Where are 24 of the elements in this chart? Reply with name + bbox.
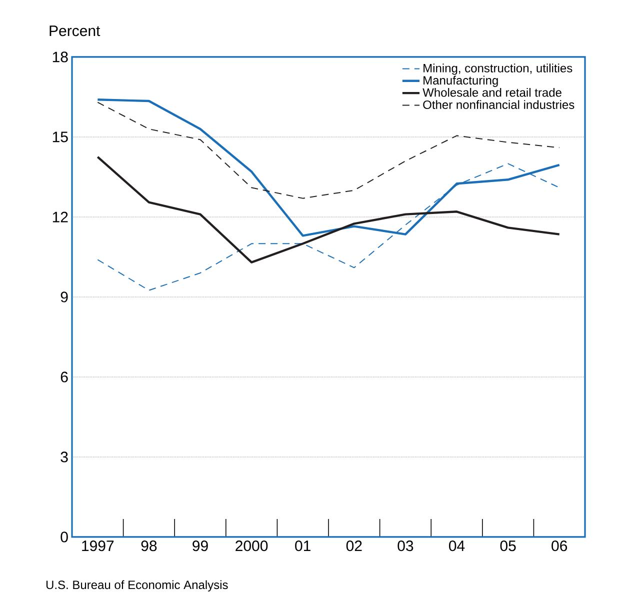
x-tick-label: 01 [295,540,310,552]
y-tick-label: 15 [52,132,68,142]
legend-label: Other nonfinancial industries [423,100,574,109]
y-tick-label: 6 [60,372,68,382]
x-tick-label: 04 [448,540,465,552]
y-axis-title: Percent [50,26,100,36]
legend-label: Manufacturing [424,76,498,87]
x-tick-label: 03 [398,540,414,552]
x-tick-label: 98 [141,540,157,552]
x-tick-label: 99 [192,540,208,552]
y-tick-label: 9 [60,292,68,302]
x-tick-label: 1997 [82,540,114,552]
text: U.S. Bureau of Economic Analysis [46,580,228,592]
y-tick-label: 12 [52,212,68,222]
x-tick-label: 05 [500,540,516,552]
y-tick-label: 0 [60,532,68,542]
x-tick-label: 2000 [236,540,268,552]
legend-label: Mining, construction, utilities [424,64,572,75]
x-tick-label: 06 [552,540,568,552]
y-tick-label: 3 [60,452,68,462]
y-tick-label: 18 [52,52,68,62]
legend-label: Wholesale and retail trade [422,88,562,97]
x-tick-label: 02 [346,540,362,552]
line-series [96,156,560,264]
